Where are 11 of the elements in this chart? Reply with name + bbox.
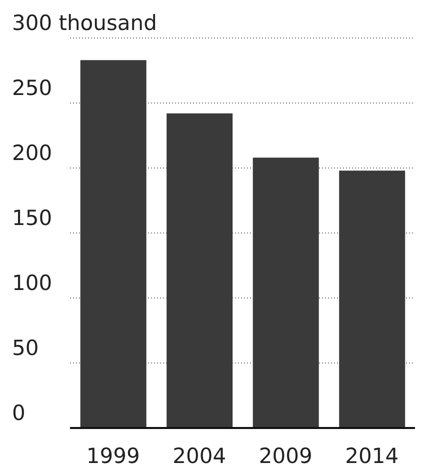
x-tick-label: 2009 — [258, 444, 312, 468]
y-tick-label: 50 — [12, 336, 39, 360]
x-tick-label: 2004 — [172, 444, 226, 468]
y-tick-label: 250 — [12, 76, 52, 100]
y-tick-label: 100 — [12, 271, 52, 295]
y-tick-label: 150 — [12, 206, 52, 230]
y-tick-label: 300 thousand — [12, 11, 157, 35]
x-tick-label: 1999 — [86, 444, 140, 468]
y-tick-label: 200 — [12, 141, 52, 165]
x-tick-label: 2014 — [345, 444, 399, 468]
y-tick-label: 0 — [12, 401, 26, 425]
